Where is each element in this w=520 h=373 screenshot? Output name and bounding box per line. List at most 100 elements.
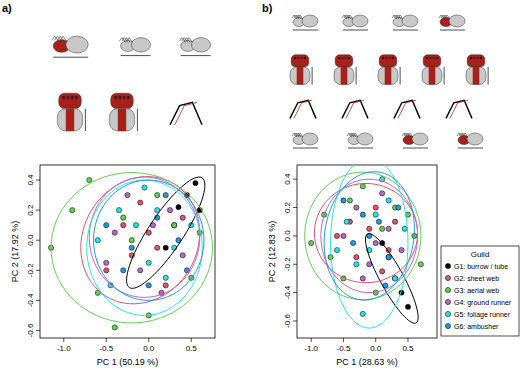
spider-icon (457, 133, 483, 148)
point (155, 245, 160, 250)
point (380, 269, 385, 274)
point (87, 177, 92, 182)
legend-label: G2: sheet web (454, 275, 499, 282)
point (392, 219, 397, 224)
ellipse (321, 179, 418, 292)
x-tick (375, 338, 376, 342)
plot-area (48, 173, 212, 331)
spider-icon (439, 15, 465, 30)
panel-label: b) (262, 2, 273, 14)
x-axis-label: PC 1 (28.63 %) (336, 357, 398, 367)
spider-icon (342, 15, 368, 30)
chart: b)-1.0-0.50.00.5-0.6-0.4-0.20.00.20.4PC … (262, 2, 519, 367)
legend-swatch (445, 323, 450, 328)
x-tick (106, 338, 107, 342)
legend-box (441, 246, 519, 336)
point (70, 208, 75, 213)
point (176, 205, 181, 210)
point (347, 198, 352, 203)
x-tick-label: -0.5 (99, 344, 113, 353)
point (116, 208, 121, 213)
figure: a)-1.0-0.50.00.5-0.6-0.4-0.20.00.20.4PC … (0, 0, 520, 373)
point (146, 260, 151, 265)
spider-icon (466, 55, 488, 85)
legend-swatch (445, 263, 450, 268)
point (373, 205, 378, 210)
point (121, 268, 126, 273)
legend-swatch (445, 311, 450, 316)
ellipse (51, 173, 212, 323)
point (180, 215, 185, 220)
x-tick (311, 338, 312, 342)
spider-icon (109, 93, 137, 131)
spider-icon (378, 55, 400, 85)
spider-icon (402, 133, 428, 148)
point (367, 226, 372, 231)
point (418, 262, 423, 267)
spider-icon (52, 36, 88, 57)
point (180, 253, 185, 258)
y-tick-label: -0.4 (283, 285, 292, 299)
legend-label: G1: burrow / tube (454, 263, 508, 270)
point (138, 200, 143, 205)
point (163, 275, 168, 280)
plot-frame (297, 165, 437, 338)
y-tick-label: -0.2 (26, 263, 35, 277)
point (95, 238, 100, 243)
point (172, 223, 177, 228)
point (341, 198, 346, 203)
legend-swatch (445, 275, 450, 280)
point (172, 223, 177, 228)
point (138, 268, 143, 273)
y-tick (36, 330, 40, 331)
spider-icon (179, 38, 210, 56)
legend-label: G5: foliage runner (454, 311, 511, 319)
point (112, 325, 117, 330)
y-tick-label: 0.2 (26, 204, 35, 216)
point (163, 192, 168, 197)
y-tick (36, 270, 40, 271)
point (373, 212, 378, 217)
spider-icon (446, 100, 472, 118)
point (392, 276, 397, 281)
ellipse (366, 234, 419, 324)
legend-label: G4: ground runner (454, 299, 512, 307)
point (402, 226, 407, 231)
point (344, 219, 349, 224)
y-tick-label: 0.0 (283, 230, 292, 242)
point (386, 255, 391, 260)
plot-frame (40, 165, 215, 338)
point (142, 185, 147, 190)
y-tick (293, 264, 297, 265)
point (360, 276, 365, 281)
spider-icon (290, 55, 312, 85)
legend-title: Guild (471, 250, 490, 259)
point (112, 230, 117, 235)
point (167, 208, 172, 213)
point (380, 226, 385, 231)
point (354, 262, 359, 267)
spider-icon (334, 55, 356, 85)
point (373, 240, 378, 245)
point (104, 223, 109, 228)
point (121, 215, 126, 220)
y-tick-label: -0.6 (283, 314, 292, 328)
y-tick-label: 0.4 (283, 173, 292, 185)
x-tick (63, 338, 64, 342)
point (386, 226, 391, 231)
point (155, 192, 160, 197)
point (354, 255, 359, 260)
y-tick (293, 235, 297, 236)
y-tick-label: 0.4 (26, 174, 35, 186)
point (309, 240, 314, 245)
point (104, 268, 109, 273)
point (396, 205, 401, 210)
x-tick (148, 338, 149, 342)
y-tick (36, 240, 40, 241)
point (392, 276, 397, 281)
ellipse (94, 180, 204, 300)
spider-icon (422, 55, 444, 85)
y-tick (293, 320, 297, 321)
spider-icon (290, 100, 316, 118)
y-tick (293, 207, 297, 208)
